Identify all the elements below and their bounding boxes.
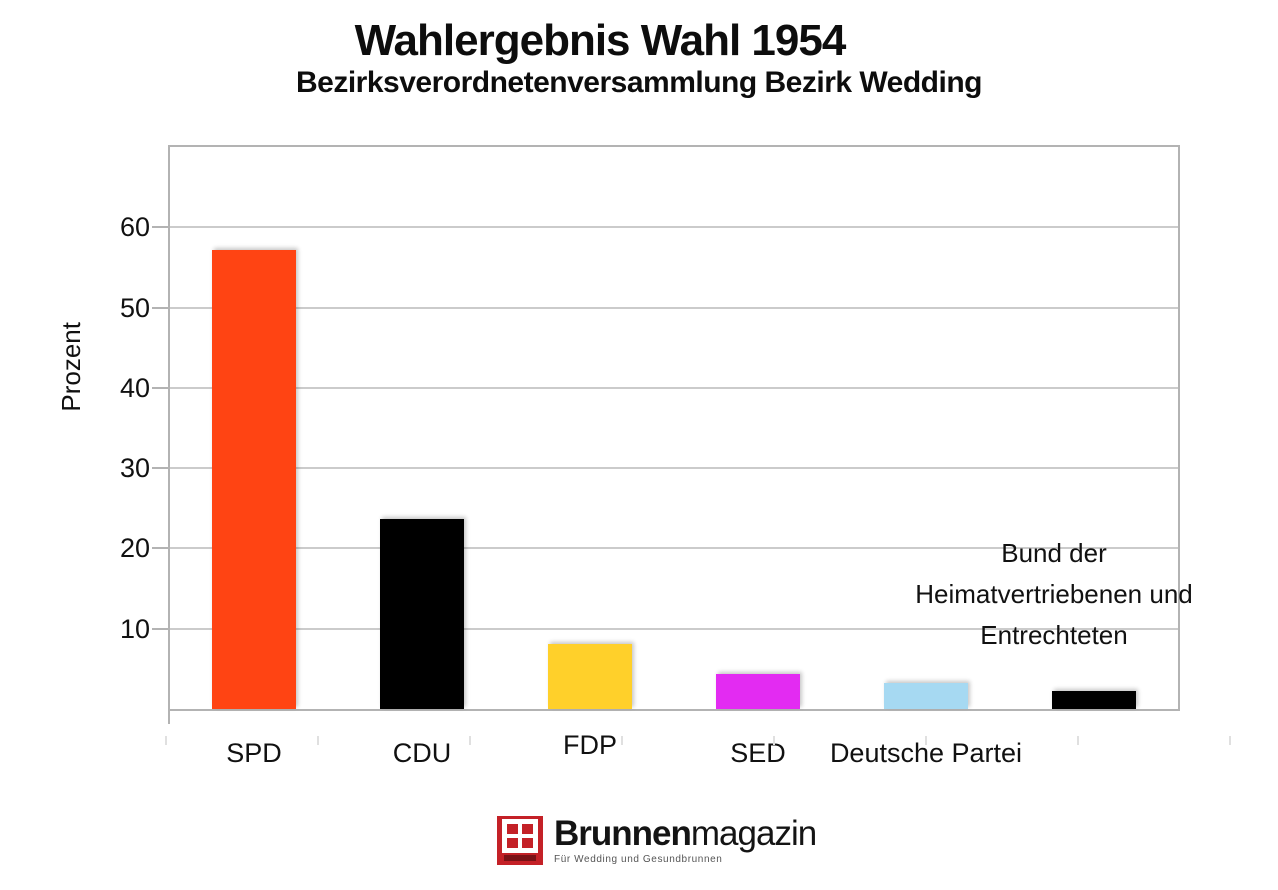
annotation-line-1: Bund der <box>1001 538 1107 568</box>
bar-bhe <box>1052 691 1136 709</box>
logo-window-icon <box>497 816 543 865</box>
bar-fdp <box>548 643 632 709</box>
y-tick-label-50: 50 <box>119 292 150 323</box>
brand-name-light: magazin <box>690 814 817 853</box>
bar-cdu <box>380 518 464 709</box>
chart-title: Wahlergebnis Wahl 1954 <box>354 16 847 65</box>
x-axis-origin-tick <box>168 711 170 724</box>
x-minor-tick-2 <box>317 736 319 745</box>
x-axis-label-sed: SED <box>730 738 786 768</box>
x-minor-tick-1 <box>165 736 167 745</box>
plot-area <box>168 145 1180 711</box>
bar-sed <box>716 673 800 709</box>
y-tick-mark-30 <box>152 467 168 470</box>
x-minor-tick-6 <box>925 736 927 745</box>
bar-spd <box>212 249 296 709</box>
annotation-line-3: Entrechteten <box>980 620 1128 650</box>
y-tick-label-20: 20 <box>119 533 150 564</box>
gridline-50 <box>170 306 1178 309</box>
x-minor-tick-8 <box>1229 736 1231 745</box>
y-tick-label-30: 30 <box>119 453 150 484</box>
bar-deutsche-partei <box>884 683 968 709</box>
y-tick-mark-10 <box>152 627 168 630</box>
brand-logo: Brunnenmagazin Für Wedding und Gesundbru… <box>497 814 817 866</box>
y-tick-label-10: 10 <box>119 613 150 644</box>
brand-name-bold: Brunnen <box>554 814 692 853</box>
x-axis-label-fdp: FDP <box>563 730 617 760</box>
gridline-40 <box>170 386 1178 389</box>
gridline-60 <box>170 226 1178 229</box>
y-tick-label-40: 40 <box>119 372 150 403</box>
gridline-10 <box>170 627 1178 630</box>
logo-text: Brunnenmagazin Für Wedding und Gesundbru… <box>554 814 817 866</box>
y-tick-label-60: 60 <box>119 212 150 243</box>
y-tick-mark-20 <box>152 547 168 550</box>
y-tick-mark-60 <box>152 226 168 229</box>
brand-wordmark: Brunnenmagazin <box>554 814 817 853</box>
gridline-20 <box>170 547 1178 550</box>
brand-tagline: Für Wedding und Gesundbrunnen <box>554 854 723 865</box>
x-axis-label-cdu: CDU <box>392 738 452 768</box>
y-tick-mark-40 <box>152 386 168 389</box>
x-minor-tick-4 <box>621 736 623 745</box>
y-axis-labels: 10 20 30 40 50 60 <box>0 0 168 890</box>
bar-annotation-bhe: Bund der Heimatvertriebenen und Entrechtet… <box>844 533 1264 656</box>
x-minor-tick-7 <box>1077 736 1079 745</box>
x-axis-label-spd: SPD <box>226 738 282 768</box>
annotation-line-2: Heimatvertriebenen und <box>915 579 1193 609</box>
gridline-30 <box>170 467 1178 470</box>
x-minor-tick-3 <box>469 736 471 745</box>
y-tick-mark-50 <box>152 306 168 309</box>
chart-subtitle: Bezirksverordnetenversammlung Bezirk Wed… <box>296 66 983 99</box>
x-minor-tick-5 <box>773 736 775 745</box>
